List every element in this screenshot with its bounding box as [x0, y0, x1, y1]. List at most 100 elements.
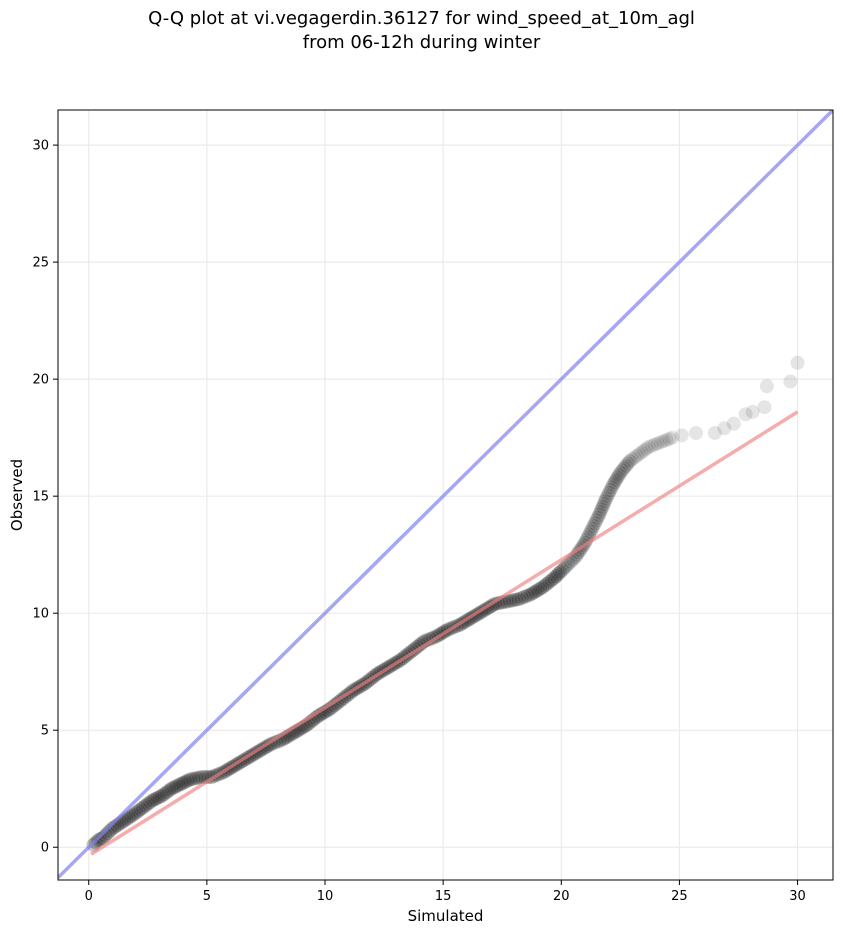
quantile-point	[505, 593, 520, 608]
quantile-point	[126, 807, 141, 822]
quantile-point	[610, 470, 625, 485]
quantile-point	[511, 592, 526, 607]
quantile-point	[620, 456, 635, 471]
x-tick-label: 20	[553, 889, 570, 904]
quantile-point	[589, 513, 604, 528]
x-tick-label: 10	[317, 889, 334, 904]
quantile-point	[613, 465, 628, 480]
quantile-point	[128, 805, 143, 820]
ticks: 0 5 10 15 20 25 30 0 5 10 15 20 25 30	[32, 139, 805, 904]
quantile-point	[557, 561, 572, 576]
x-tick-label: 5	[203, 889, 211, 904]
quantile-point	[162, 783, 177, 798]
quantile-point	[625, 452, 640, 467]
quantile-point	[547, 571, 562, 586]
quantile-point	[180, 773, 195, 788]
quantile-point	[173, 777, 188, 792]
quantile-point	[164, 781, 179, 796]
quantile-point	[178, 774, 193, 789]
quantile-point	[169, 779, 184, 794]
quantile-point	[757, 400, 772, 415]
quantile-point	[662, 431, 677, 446]
y-tick-label: 10	[32, 607, 49, 622]
quantile-point	[145, 793, 160, 808]
quantile-point	[688, 425, 703, 440]
y-tick-label: 15	[32, 490, 49, 505]
quantile-point	[183, 772, 198, 787]
quantile-point	[726, 416, 741, 431]
quantile-point	[587, 516, 602, 531]
quantile-point	[176, 775, 191, 790]
y-tick-label: 20	[32, 373, 49, 388]
quantile-point	[759, 379, 774, 394]
quantile-point	[530, 583, 545, 598]
quantile-point	[189, 771, 204, 786]
quantile-point	[121, 810, 136, 825]
fit-line	[90, 410, 799, 856]
quantile-point	[599, 491, 614, 506]
quantile-point	[535, 580, 550, 595]
quantile-point	[644, 438, 659, 453]
quantile-point	[636, 443, 651, 458]
y-tick-label: 0	[41, 841, 49, 856]
quantile-point	[502, 593, 517, 608]
quantile-point	[166, 780, 181, 795]
data-layer	[58, 110, 833, 879]
quantile-point	[525, 586, 540, 601]
quantile-point	[553, 565, 568, 580]
quantile-point	[133, 802, 148, 817]
quantile-point	[586, 519, 601, 534]
quantile-point	[609, 472, 624, 487]
quantile-point	[790, 355, 805, 370]
quantile-point	[596, 496, 611, 511]
quantile-point	[537, 578, 552, 593]
x-tick-label: 15	[435, 889, 452, 904]
quantile-point	[514, 590, 529, 605]
quantile-point	[542, 574, 557, 589]
quantile-point	[707, 425, 722, 440]
quantile-point	[665, 430, 680, 445]
quantile-point	[738, 407, 753, 422]
quantile-point	[594, 502, 609, 517]
x-tick-label: 0	[85, 889, 93, 904]
quantile-point	[641, 440, 656, 455]
x-tick-label: 25	[671, 889, 688, 904]
quantile-point	[528, 584, 543, 599]
quantile-point	[192, 770, 207, 785]
quantile-point	[171, 778, 186, 793]
quantile-point	[533, 581, 548, 596]
quantile-point	[186, 771, 201, 786]
quantile-point	[632, 447, 647, 462]
quantile-point	[136, 800, 151, 815]
quantile-point	[138, 798, 153, 813]
quantile-point	[627, 450, 642, 465]
y-tick-label: 5	[41, 724, 49, 739]
quantile-point	[647, 437, 662, 452]
quantile-point	[508, 592, 523, 607]
quantile-point	[600, 488, 615, 503]
quantile-point	[147, 792, 162, 807]
quantile-point	[540, 576, 555, 591]
quantile-point	[611, 468, 626, 483]
quantile-point	[615, 463, 630, 478]
quantile-point	[584, 521, 599, 536]
quantile-point	[595, 499, 610, 514]
quantile-point	[617, 461, 632, 476]
x-tick-label: 30	[789, 889, 806, 904]
quantile-point	[639, 441, 654, 456]
quantile-point	[606, 477, 621, 492]
quantile-point	[619, 458, 634, 473]
quantile-point	[561, 557, 576, 572]
quantile-point	[582, 527, 597, 542]
y-axis-label: Observed	[8, 459, 26, 531]
quantile-point	[549, 569, 564, 584]
y-tick-label: 30	[32, 139, 49, 154]
quantile-point	[157, 786, 172, 801]
quantile-point	[563, 554, 578, 569]
quantile-point	[602, 485, 617, 500]
quantile-point	[717, 421, 732, 436]
one-to-one-line	[58, 110, 833, 879]
quantile-point	[592, 507, 607, 522]
